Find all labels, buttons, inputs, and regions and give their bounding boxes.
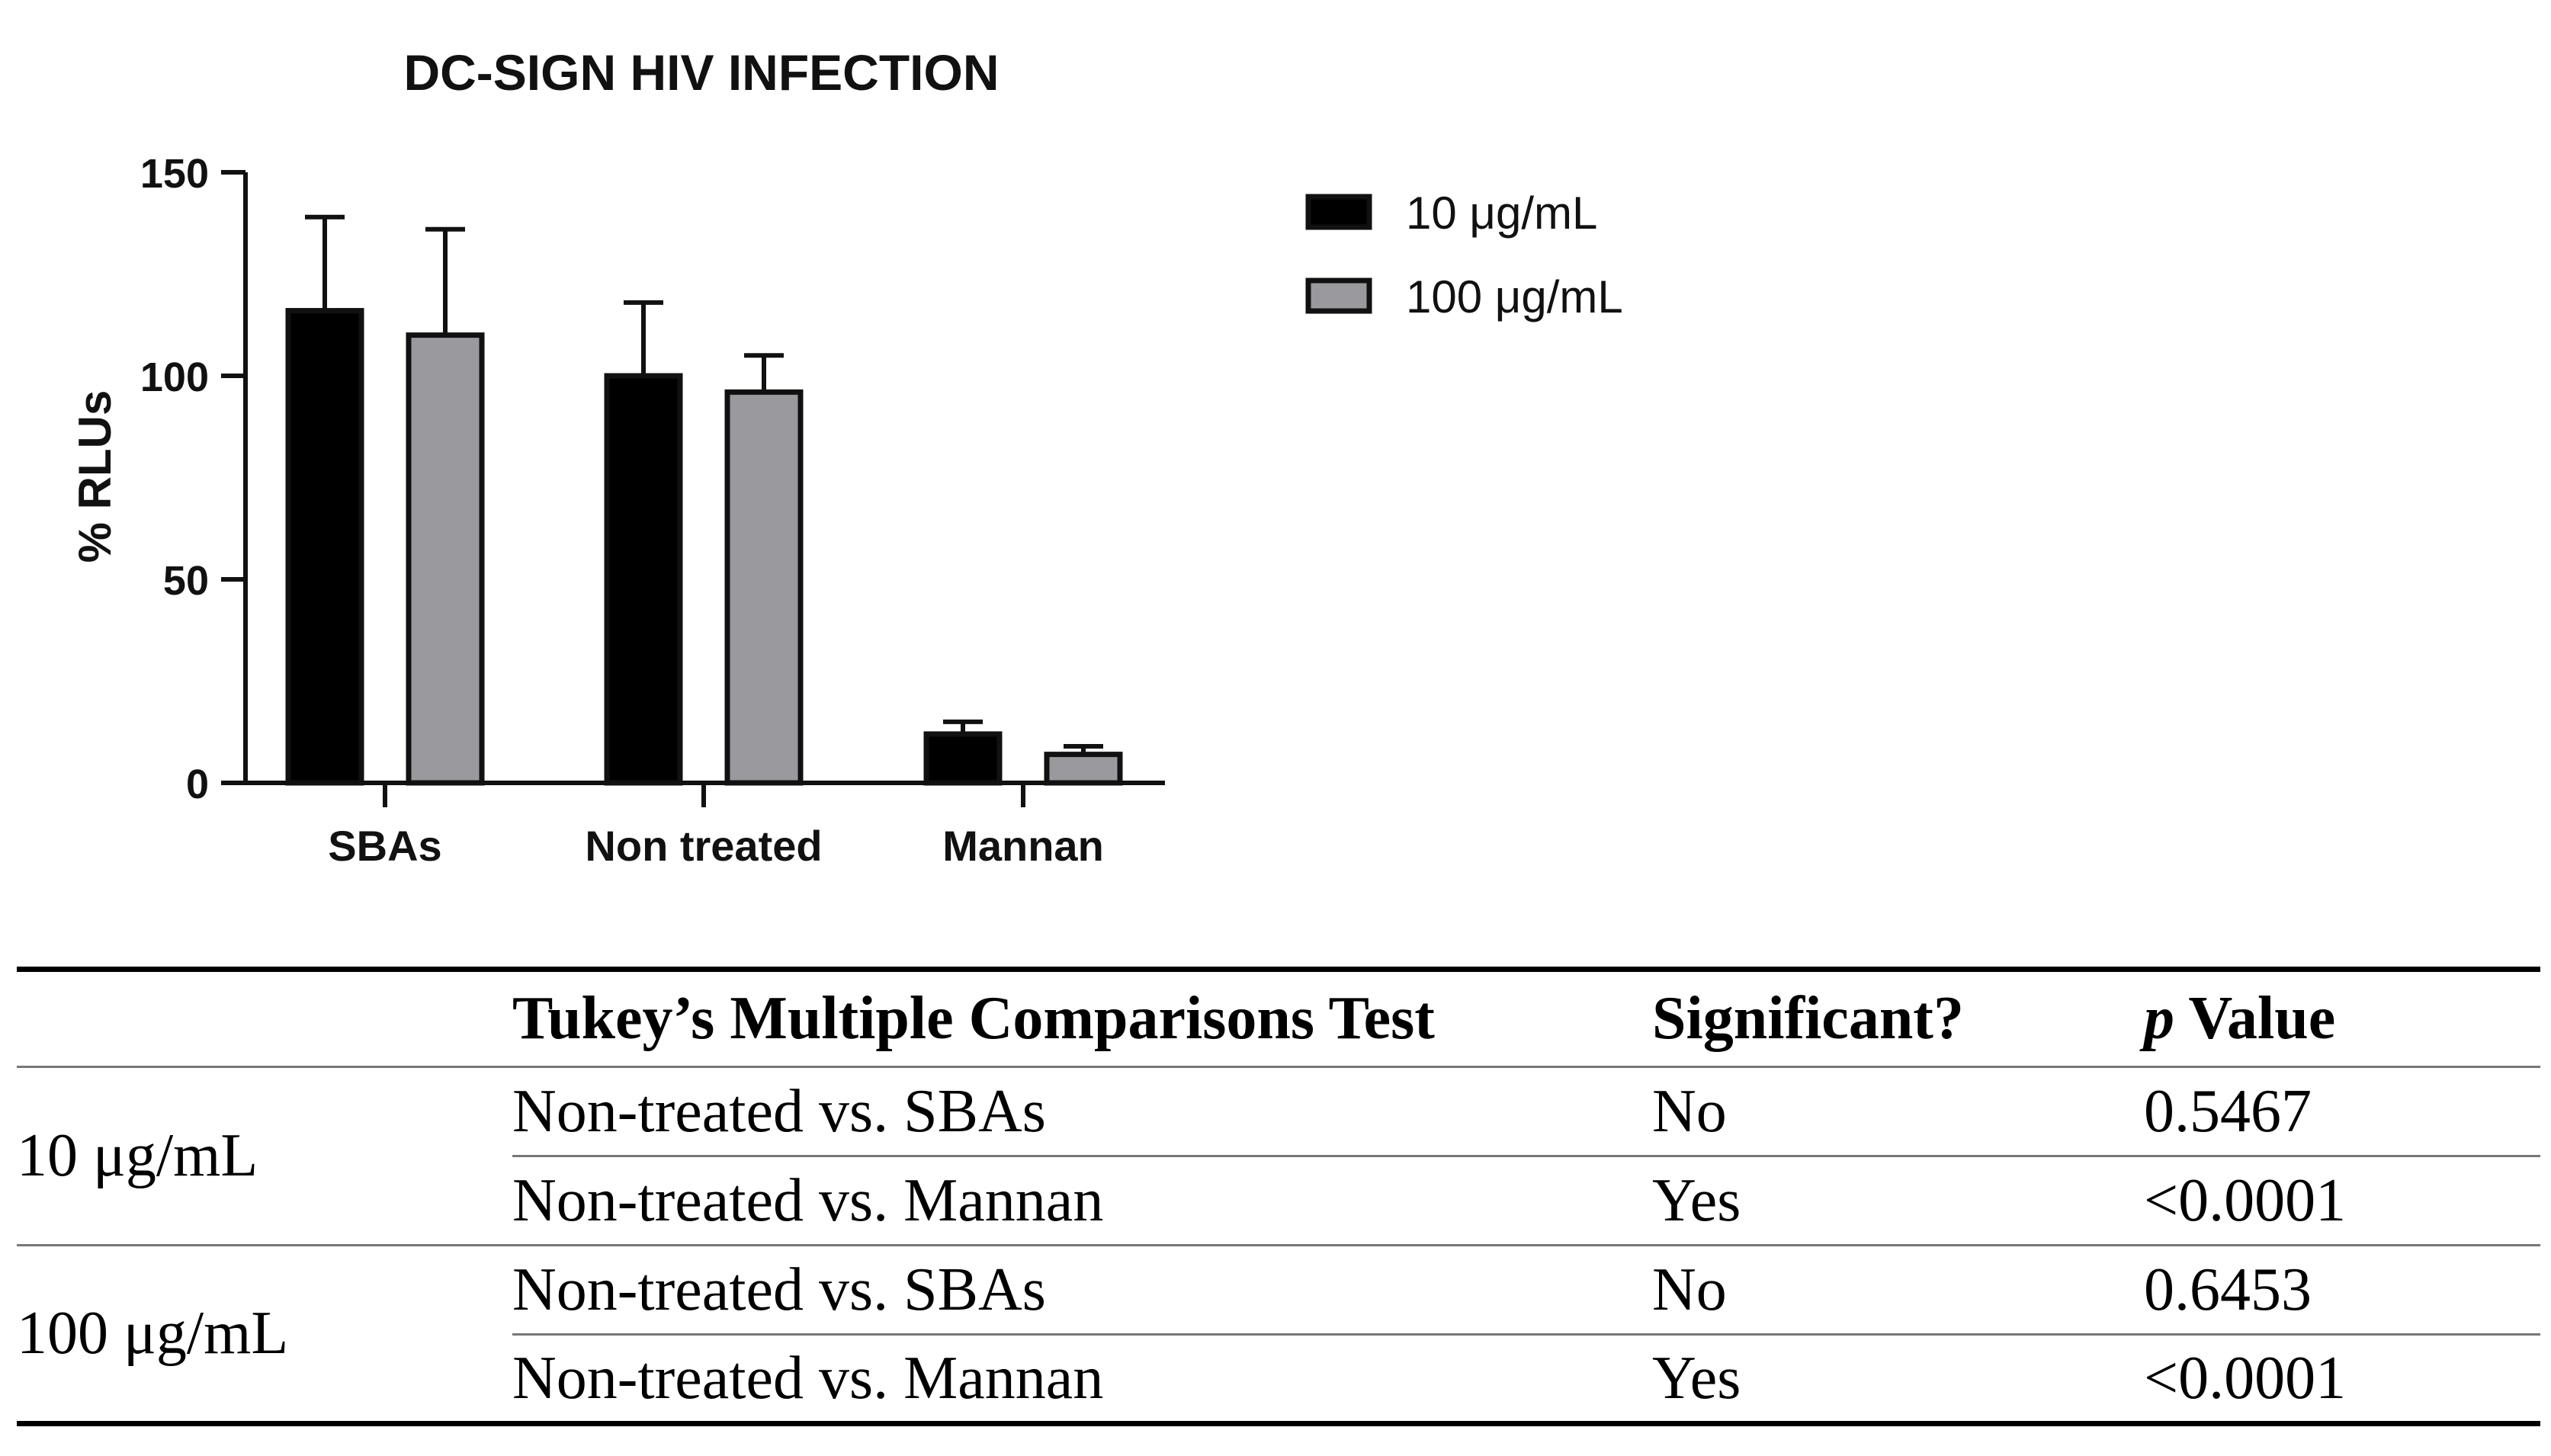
test-cell: Non-treated vs. SBAs — [512, 1245, 1652, 1336]
header-p-rest: Value — [2174, 985, 2336, 1052]
group-label: 100 μg/mL — [17, 1245, 512, 1426]
table-row: Non-treated vs. Mannan Yes <0.0001 — [17, 1156, 2540, 1246]
table-row: 10 μg/mL Non-treated vs. SBAs No 0.5467 — [17, 1066, 2540, 1246]
bar-series-2 — [406, 332, 485, 786]
table-header-row: Tukey’s Multiple Comparisons Test Signif… — [17, 969, 2540, 1068]
header-significant: Significant? — [1652, 969, 2144, 1068]
axes: 0 50 100 150 SBAs Non treated Mannan — [140, 151, 1165, 870]
table-row: 100 μg/mL Non-treated vs. SBAs No 0.6453 — [17, 1245, 2540, 1426]
test-cell: Non-treated vs. Mannan — [512, 1334, 1652, 1426]
bar-series-2 — [724, 389, 804, 786]
y-tick-label: 150 — [140, 151, 209, 197]
p-value-cell: <0.0001 — [2144, 1156, 2540, 1246]
x-tick-label: SBAs — [328, 822, 441, 870]
group-label: 10 μg/mL — [17, 1066, 512, 1246]
header-p-symbol: p — [2144, 985, 2174, 1052]
y-axis-label: % RLUs — [69, 390, 120, 563]
significant-cell: Yes — [1652, 1334, 2144, 1426]
legend-label: 100 μg/mL — [1406, 271, 1623, 322]
chart-title: DC-SIGN HIV INFECTION — [403, 44, 999, 101]
header-test: Tukey’s Multiple Comparisons Test — [512, 969, 1652, 1068]
table-row: Non-treated vs. Mannan Yes <0.0001 — [17, 1334, 2540, 1426]
p-value-cell: <0.0001 — [2144, 1334, 2540, 1426]
bar-chart: DC-SIGN HIV INFECTION % RLUs 0 50 100 150 SB… — [69, 44, 1623, 870]
y-tick-label: 0 — [186, 762, 209, 807]
test-cell: Non-treated vs. Mannan — [512, 1156, 1652, 1246]
legend-label: 10 μg/mL — [1406, 188, 1597, 239]
bar-series-1 — [923, 731, 1003, 786]
significant-cell: No — [1652, 1245, 2144, 1336]
bar-series-1 — [285, 308, 364, 786]
legend: 10 μg/mL 100 μg/mL — [1305, 188, 1623, 322]
bars — [285, 214, 1123, 786]
header-group — [17, 969, 512, 1068]
y-tick-label: 50 — [163, 558, 209, 604]
significant-cell: Yes — [1652, 1156, 2144, 1246]
x-tick-label: Mannan — [942, 822, 1104, 870]
legend-swatch — [1305, 277, 1372, 314]
comparisons-table: Tukey’s Multiple Comparisons Test Signif… — [17, 967, 2540, 1426]
x-tick-label: Non treated — [585, 822, 822, 870]
significant-cell: No — [1652, 1066, 2144, 1157]
legend-swatch — [1305, 194, 1372, 230]
y-tick-label: 100 — [140, 354, 209, 400]
p-value-cell: 0.5467 — [2144, 1066, 2540, 1157]
bar-series-1 — [604, 373, 683, 786]
bar-series-2 — [1044, 752, 1123, 786]
p-value-cell: 0.6453 — [2144, 1245, 2540, 1336]
test-cell: Non-treated vs. SBAs — [512, 1066, 1652, 1157]
header-p-value: p Value — [2144, 969, 2540, 1068]
